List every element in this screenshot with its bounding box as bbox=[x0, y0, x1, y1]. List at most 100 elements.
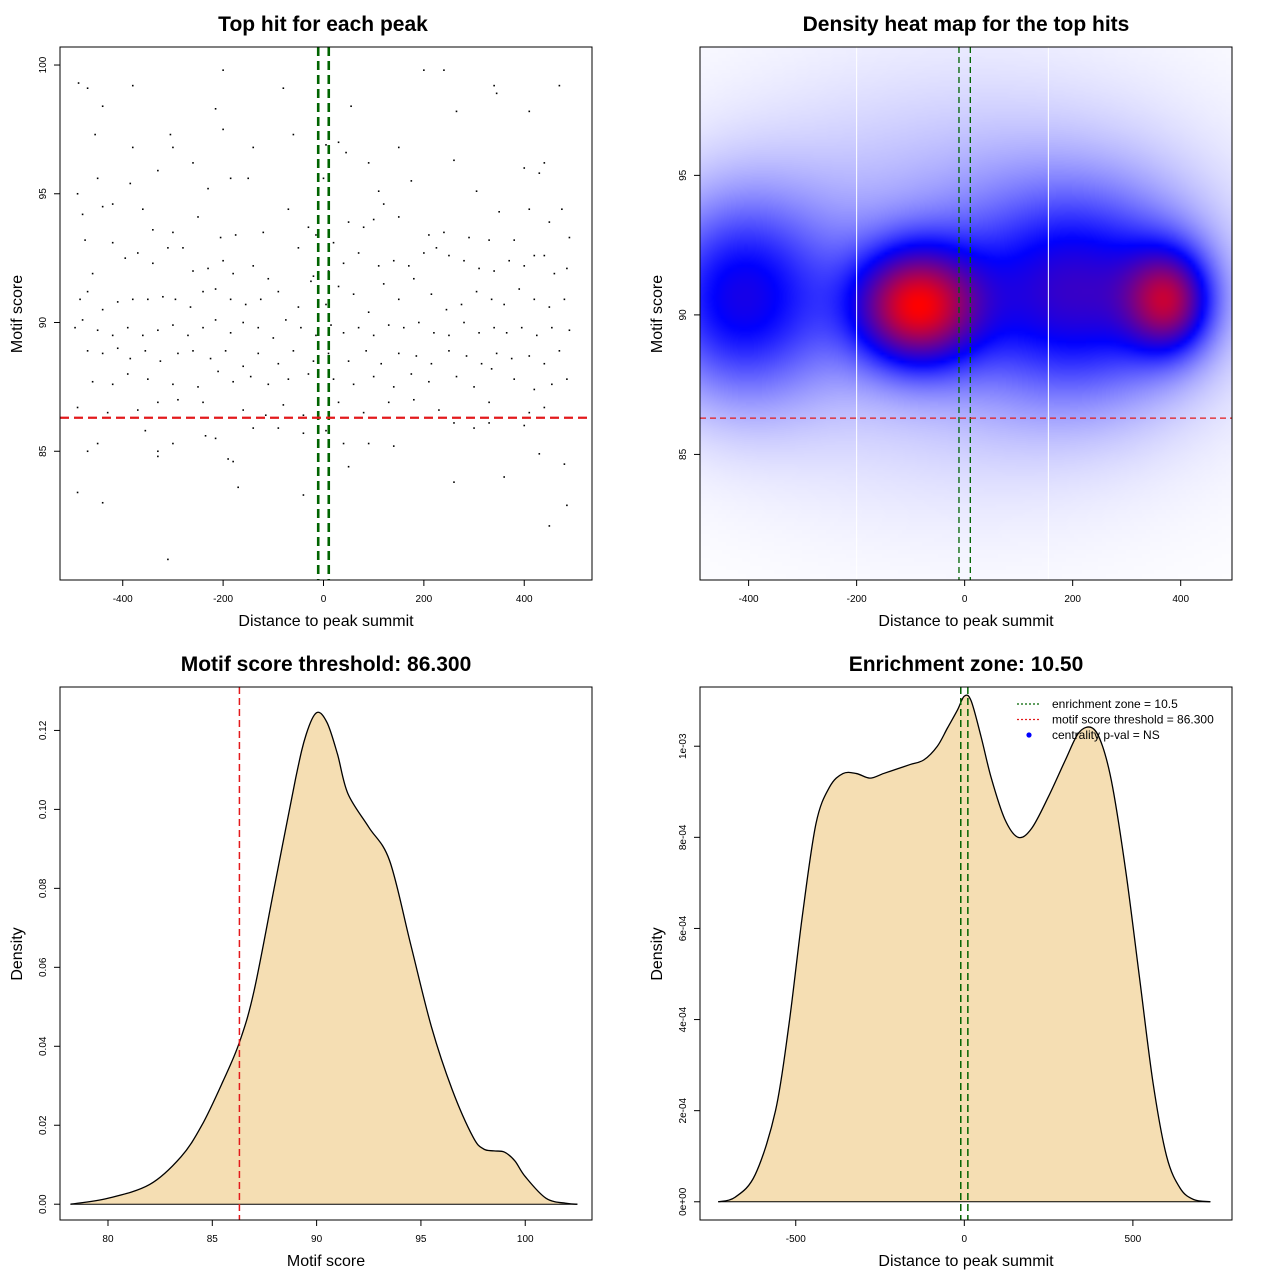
y-tick-label: 85 bbox=[38, 445, 49, 457]
scatter-point bbox=[380, 362, 383, 365]
scatter-point bbox=[96, 177, 99, 180]
scatter-point bbox=[327, 352, 330, 355]
scatter-point bbox=[307, 226, 310, 229]
scatter-point bbox=[468, 236, 470, 239]
scatter-point bbox=[217, 370, 219, 373]
scatter-point bbox=[147, 298, 149, 301]
scatter-point bbox=[342, 332, 345, 334]
scatter-point bbox=[325, 144, 327, 146]
scatter-point bbox=[312, 360, 315, 362]
score-density-fill bbox=[70, 712, 578, 1205]
legend-marker bbox=[1026, 732, 1032, 738]
scatter-point bbox=[445, 308, 448, 311]
scatter-point bbox=[372, 334, 375, 337]
x-tick-label: -400 bbox=[113, 594, 133, 605]
scatter-point bbox=[86, 290, 89, 293]
x-tick-label: 500 bbox=[1125, 1234, 1142, 1245]
y-tick-label: 95 bbox=[678, 169, 689, 181]
scatter-point bbox=[443, 231, 445, 234]
scatter-point bbox=[79, 298, 81, 301]
scatter-point bbox=[533, 254, 536, 257]
y-tick-label: 0.06 bbox=[38, 957, 49, 977]
scatter-point bbox=[362, 411, 365, 414]
scatter-point bbox=[157, 455, 159, 458]
distance-density-fill bbox=[718, 695, 1211, 1202]
heatmap-title: Density heat map for the top hits bbox=[803, 13, 1130, 36]
scatter-point bbox=[229, 177, 232, 180]
scatter-title: Top hit for each peak bbox=[218, 13, 428, 36]
scatter-point bbox=[116, 347, 119, 350]
scatter-point bbox=[152, 262, 154, 265]
scatter-point bbox=[523, 424, 526, 427]
scatter-point bbox=[242, 321, 244, 324]
scatter-point bbox=[157, 450, 159, 453]
heatmap-y-axis-label: Motif score bbox=[649, 275, 666, 353]
scatter-point bbox=[367, 442, 370, 445]
scatter-point bbox=[172, 383, 174, 386]
scatter-point bbox=[126, 326, 129, 329]
scatter-point bbox=[543, 362, 546, 365]
scatter-point bbox=[402, 326, 405, 329]
scatter-point bbox=[563, 298, 566, 301]
scatter-point bbox=[219, 236, 222, 239]
scatter-point bbox=[423, 69, 425, 71]
scatter-point bbox=[300, 326, 302, 329]
scatter-point bbox=[177, 398, 179, 401]
scatter-point bbox=[136, 409, 139, 411]
scatter-point bbox=[463, 321, 465, 324]
scatter-point bbox=[257, 326, 260, 329]
score-density-line bbox=[70, 711, 578, 1205]
scatter-point bbox=[533, 388, 536, 391]
scatter-point bbox=[101, 308, 104, 311]
scatter-point bbox=[315, 334, 317, 337]
scatter-point bbox=[475, 190, 478, 192]
scatter-point bbox=[136, 252, 139, 254]
scatter-point bbox=[415, 355, 418, 357]
scatter-y-axis-label: Motif score bbox=[9, 275, 26, 353]
scatter-point bbox=[74, 326, 76, 329]
scatter-point bbox=[528, 355, 531, 357]
scatter-point bbox=[342, 442, 345, 445]
legend-entry: enrichment zone = 10.5 bbox=[1052, 697, 1178, 711]
scatter-point bbox=[234, 234, 237, 236]
scatter-point bbox=[267, 277, 270, 280]
scatter-point bbox=[172, 146, 174, 149]
scatter-point bbox=[505, 332, 508, 334]
scatter-point bbox=[144, 350, 147, 352]
scatter-point bbox=[387, 324, 390, 326]
y-tick-label: 6e-04 bbox=[678, 915, 689, 941]
scatter-point bbox=[503, 476, 505, 478]
scatter-point bbox=[408, 265, 410, 267]
scatter-point bbox=[84, 239, 86, 241]
scatter-point bbox=[495, 352, 498, 355]
scatter-point bbox=[222, 69, 224, 71]
scatter-point bbox=[172, 231, 174, 234]
y-tick-label: 0.12 bbox=[38, 720, 49, 740]
scatter-point bbox=[91, 272, 94, 275]
scatter-point bbox=[96, 329, 99, 332]
scatter-point bbox=[548, 525, 551, 527]
scatter-point bbox=[455, 375, 458, 378]
scatter-point bbox=[189, 306, 192, 308]
scatter-point bbox=[498, 210, 500, 213]
x-tick-label: 0 bbox=[962, 1234, 968, 1245]
scatter-point bbox=[282, 404, 285, 406]
scatter-point bbox=[435, 247, 438, 249]
scatter-point bbox=[377, 265, 380, 267]
scatter-point bbox=[237, 486, 239, 489]
scatter-point bbox=[332, 378, 335, 380]
scatter-point bbox=[438, 409, 440, 411]
scatter-point bbox=[131, 298, 134, 301]
y-tick-label: 0.00 bbox=[38, 1194, 49, 1214]
scatter-point bbox=[410, 180, 413, 182]
scatter-point bbox=[397, 298, 400, 301]
scatter-point bbox=[81, 213, 84, 216]
scatter-point bbox=[533, 298, 536, 301]
scatter-point bbox=[86, 350, 89, 352]
scatter-point bbox=[372, 218, 375, 221]
scatter-point bbox=[76, 491, 79, 494]
x-tick-label: -200 bbox=[847, 594, 867, 605]
scatter-point bbox=[162, 295, 164, 298]
scatter-point bbox=[101, 205, 104, 208]
scatter-point bbox=[553, 272, 556, 275]
